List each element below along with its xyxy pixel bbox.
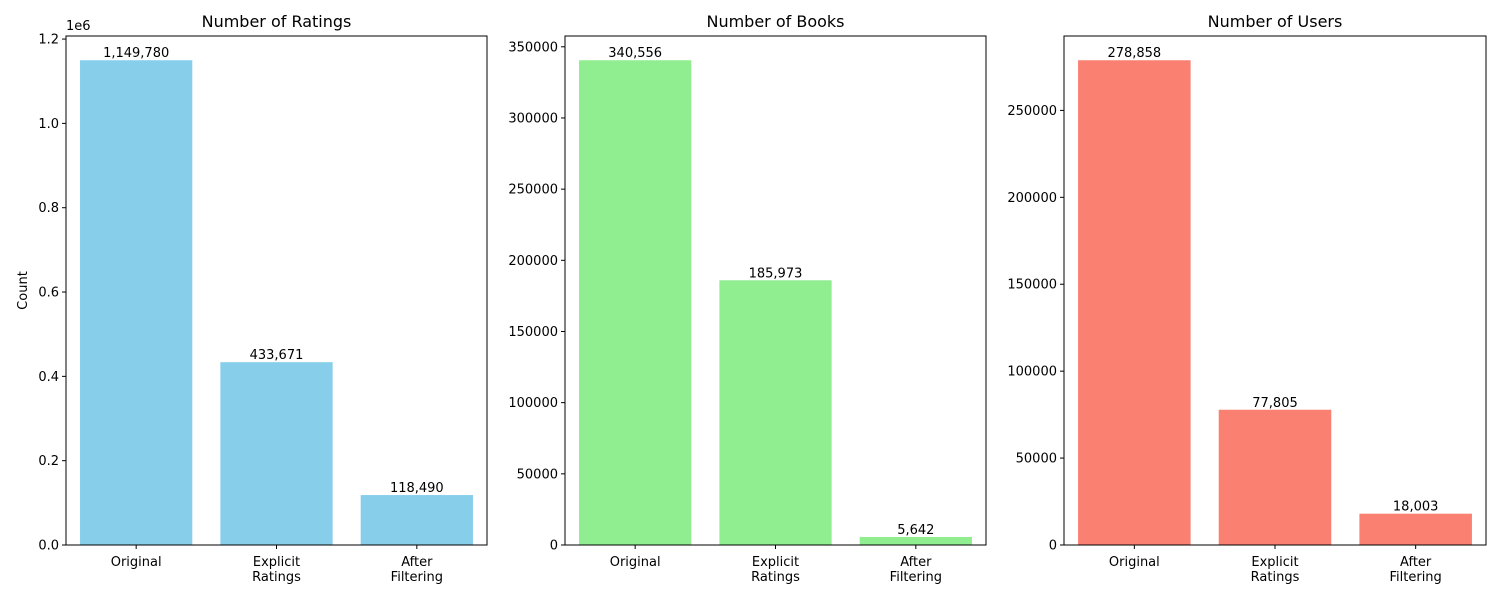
data-label: 278,858	[1107, 46, 1161, 61]
y-tick-label: 0	[1049, 539, 1057, 554]
x-tick-label: Original	[610, 555, 661, 570]
y-tick-label: 50000	[517, 467, 558, 482]
y-tick-label: 0.8	[38, 201, 59, 216]
y-tick-label: 0.0	[38, 539, 59, 554]
bar	[1218, 409, 1332, 545]
y-tick-label: 200000	[1007, 191, 1057, 206]
x-tick-label: Explicit Ratings	[252, 555, 301, 585]
x-tick-label: After Filtering	[1390, 555, 1442, 585]
chart-panel-2: 340,556 185,973 5,642 0 50000 100000 150000 200…	[508, 12, 987, 585]
data-label: 18,003	[1393, 500, 1439, 515]
y-tick-label: 1.2	[38, 33, 59, 48]
y-tick-label: 300000	[508, 111, 558, 126]
data-label: 5,642	[897, 523, 934, 538]
y-tick-label: 50000	[1016, 452, 1057, 467]
x-tick-label: Explicit Ratings	[751, 555, 800, 585]
chart-title: Number of Books	[706, 12, 844, 31]
y-axis-label: Count	[16, 271, 31, 310]
y-tick-label: 150000	[508, 325, 558, 340]
y-tick-label: 0.2	[38, 454, 59, 469]
y-tick-label: 100000	[508, 396, 558, 411]
bar	[220, 362, 333, 545]
chart-title: Number of Ratings	[202, 12, 352, 31]
y-tick-label: 250000	[508, 183, 558, 198]
bar	[859, 536, 972, 545]
y-tick-label: 0.6	[38, 286, 59, 301]
bar	[1359, 513, 1472, 545]
y-tick-label: 0	[550, 539, 558, 554]
data-label: 118,490	[390, 481, 444, 496]
y-tick-label: 250000	[1007, 104, 1057, 119]
y-tick-label: 0.4	[38, 370, 59, 385]
chart-panel-3: 278,858 77,805 18,003 0 50000 100000 150000 200…	[1007, 12, 1487, 585]
data-label: 185,973	[749, 266, 803, 281]
x-tick-label: Explicit Ratings	[1251, 555, 1300, 585]
data-label: 1,149,780	[103, 46, 169, 61]
bar	[80, 60, 193, 546]
data-label: 77,805	[1252, 396, 1298, 411]
y-tick-label: 350000	[508, 40, 558, 55]
x-tick-label: After Filtering	[391, 555, 443, 585]
y-tick-label: 150000	[1007, 278, 1057, 293]
data-label: 340,556	[608, 46, 662, 61]
chart-panel-1: 1,149,780 433,671 118,490 0.0 0.2 0.4 0.6 0.8 1.…	[16, 12, 488, 585]
x-tick-label: Original	[111, 555, 162, 570]
bar	[360, 495, 473, 545]
x-tick-label: After Filtering	[890, 555, 942, 585]
bar	[719, 280, 832, 545]
y-offset-text: 1e6	[66, 19, 91, 34]
x-tick-label: Original	[1109, 555, 1160, 570]
y-tick-label: 1.0	[38, 117, 59, 132]
y-tick-label: 200000	[508, 254, 558, 269]
bar	[1078, 60, 1191, 546]
data-label: 433,671	[250, 348, 304, 363]
chart-title: Number of Users	[1208, 12, 1343, 31]
y-tick-label: 100000	[1007, 365, 1057, 380]
bar	[579, 60, 692, 546]
